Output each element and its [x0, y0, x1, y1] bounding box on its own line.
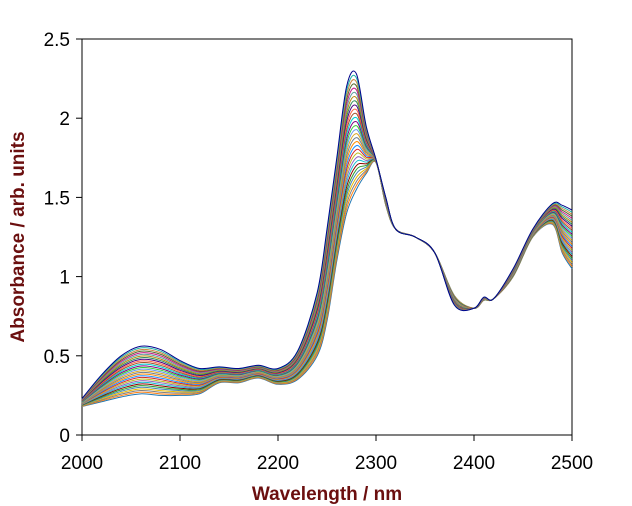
- x-tick-label: 2200: [257, 453, 299, 474]
- x-tick-label: 2000: [61, 453, 103, 474]
- y-tick-label: 0.5: [44, 347, 70, 368]
- y-tick-label: 1.5: [44, 188, 70, 209]
- spectrum-line: [81, 70, 573, 399]
- x-tick-label: 2400: [453, 453, 495, 474]
- y-tick-label: 1: [59, 268, 70, 289]
- y-tick-label: 2.5: [44, 30, 70, 51]
- x-axis-title: Wavelength / nm: [252, 484, 402, 505]
- series-lines: [81, 70, 573, 407]
- y-tick-label: 0: [59, 426, 70, 447]
- y-tick-label: 2: [59, 109, 70, 130]
- axes: 2000 2100 2200 2300 2400 2500 0 0.5 1 1.5 2 2.5: [44, 30, 594, 474]
- x-tick-label: 2300: [355, 453, 397, 474]
- y-axis-title: Absorbance / arb. units: [8, 131, 29, 342]
- x-tick-label: 2100: [159, 453, 201, 474]
- x-tick-label: 2500: [551, 453, 593, 474]
